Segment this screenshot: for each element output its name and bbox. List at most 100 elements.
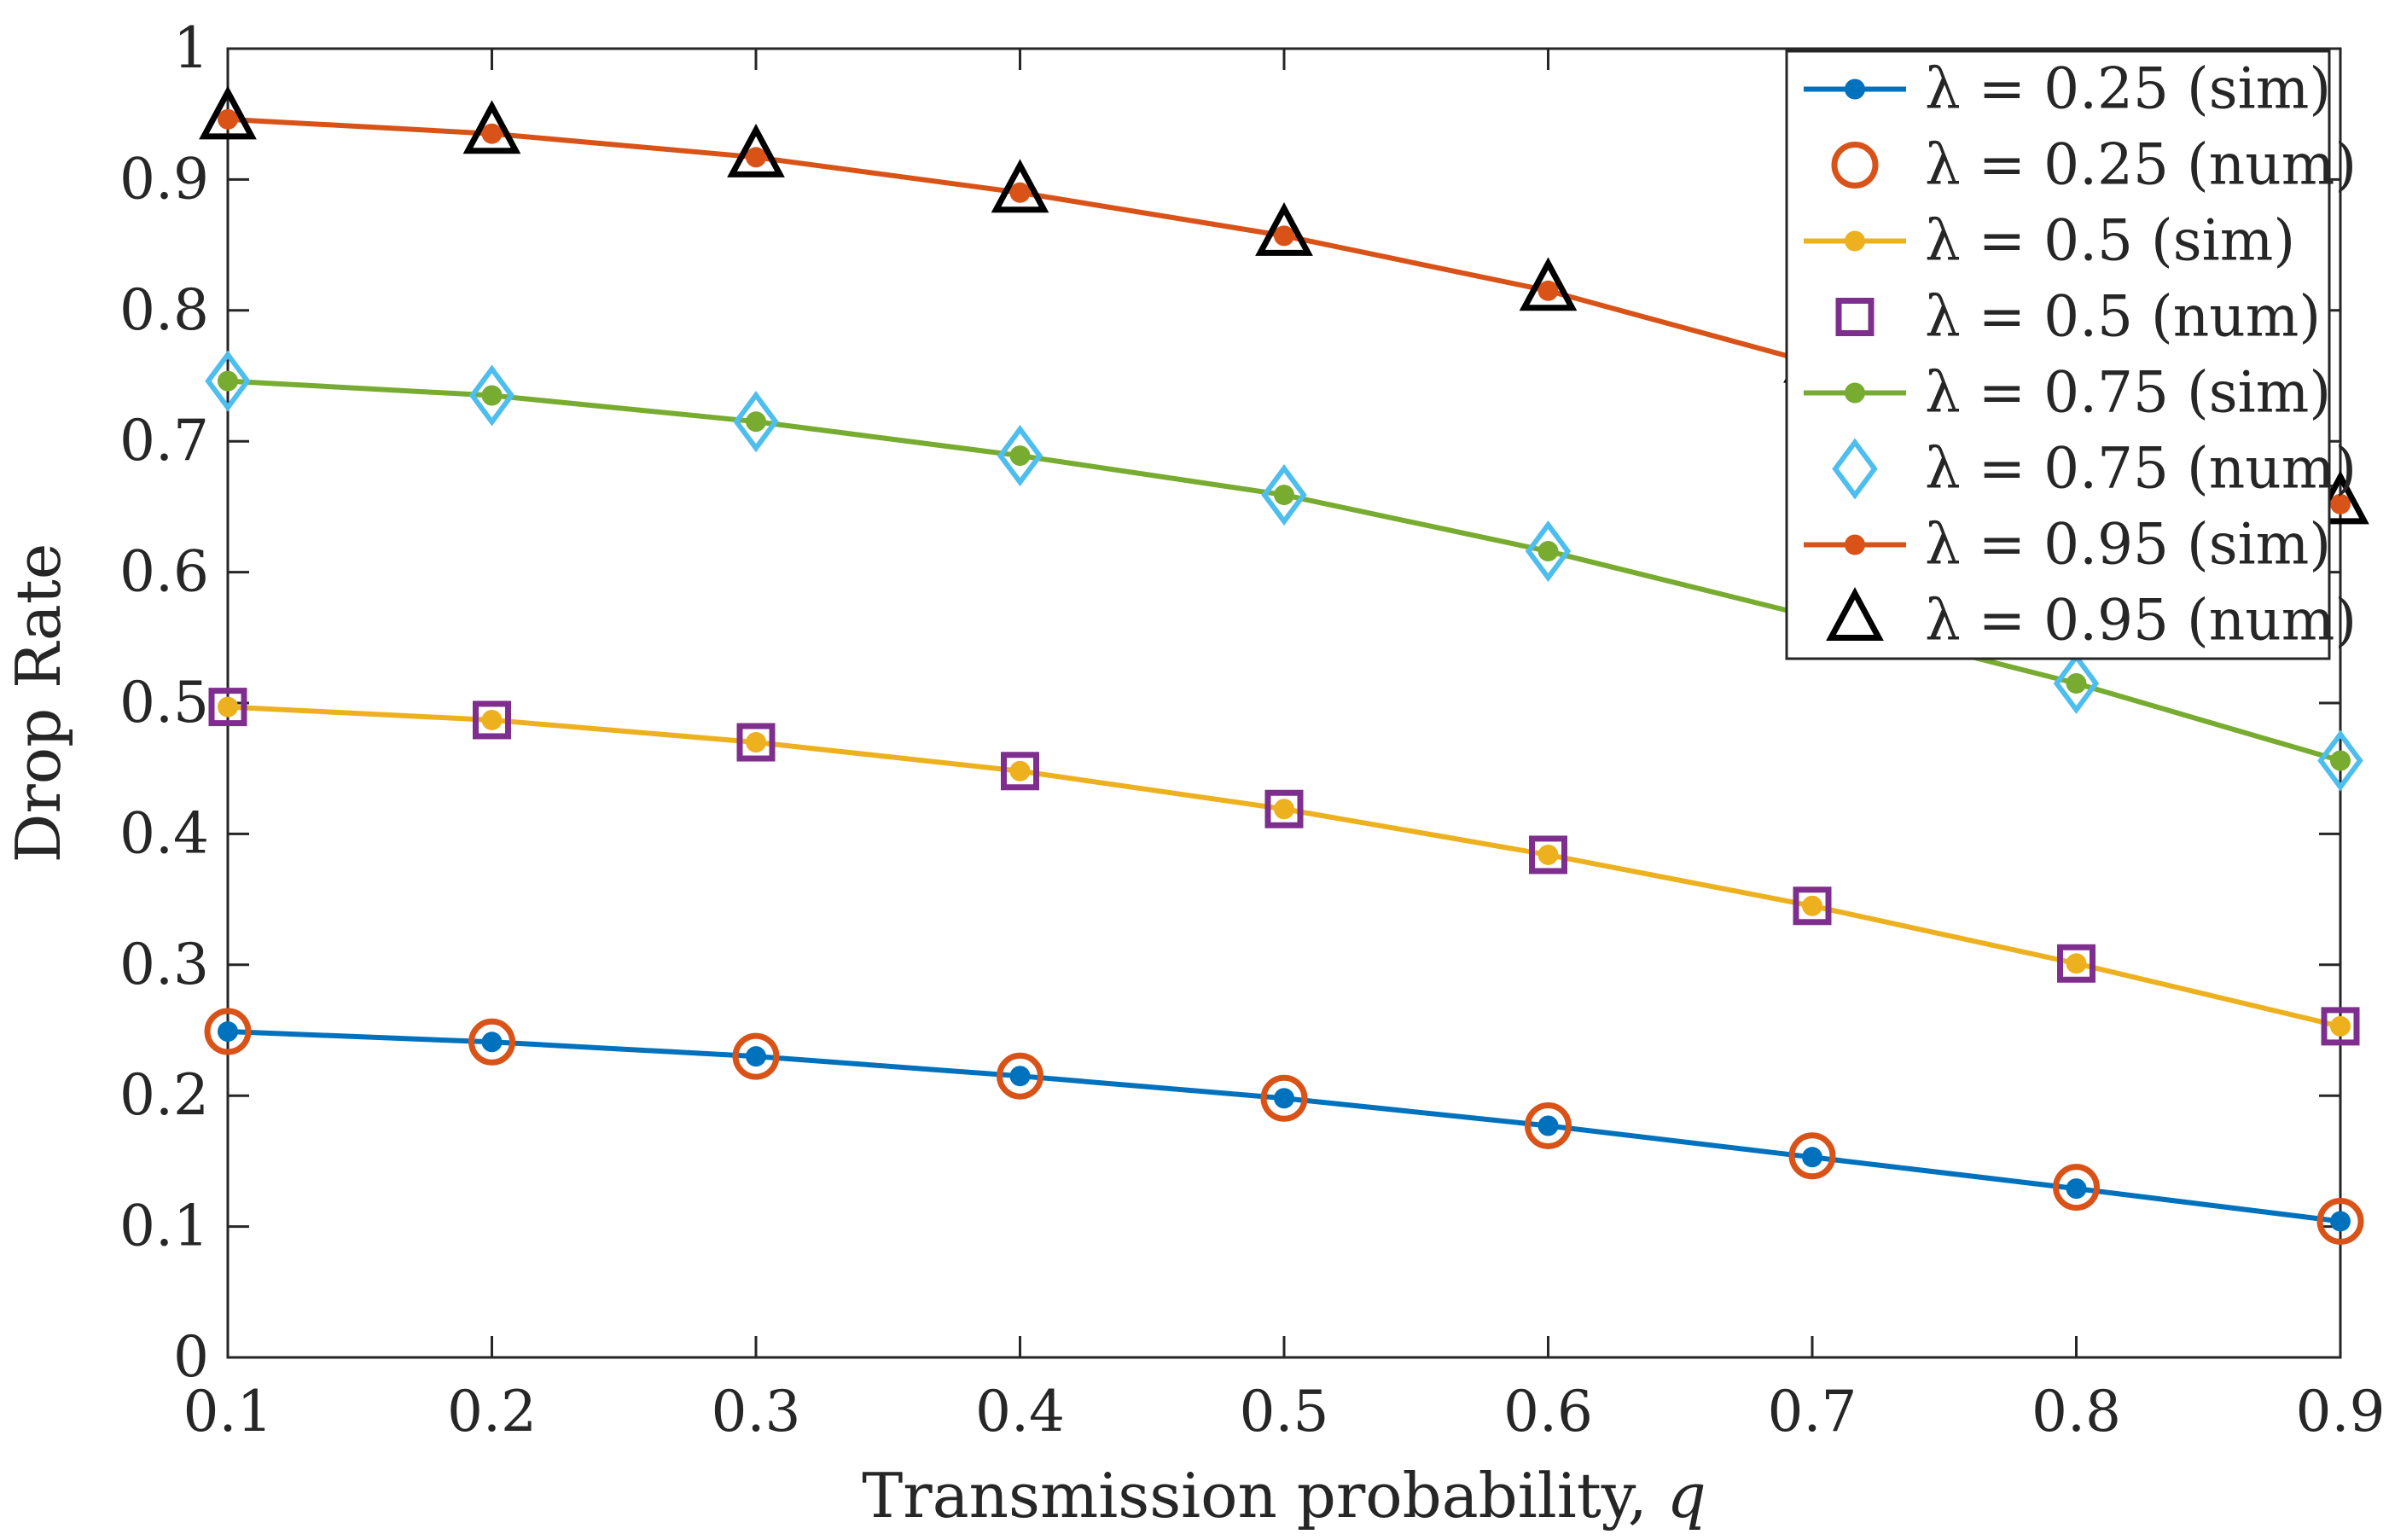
y-tick-label: 1 <box>173 15 209 81</box>
legend-label: λ = 0.5 (sim) <box>1925 208 2295 274</box>
series-layer <box>199 85 2369 1245</box>
data-point <box>1537 1115 1559 1136</box>
data-marker <box>997 425 1043 487</box>
y-tick-label: 0.9 <box>119 146 209 212</box>
data-marker <box>733 391 779 453</box>
data-point <box>2330 750 2351 771</box>
legend-dot <box>1845 382 1865 404</box>
x-tick-label: 0.5 <box>1240 1379 1329 1444</box>
data-point <box>746 732 766 753</box>
data-point <box>746 147 766 168</box>
legend-marker <box>1826 587 1884 641</box>
data-point <box>1009 445 1031 467</box>
axis-ticks: 0.1 0.2 0.3 0.4 0.5 0.6 0.7 0.8 0.900.10.20.30.4… <box>119 15 2385 1444</box>
data-point <box>1802 895 1822 916</box>
y-tick-label: 0.1 <box>119 1194 209 1259</box>
data-marker <box>1001 752 1039 791</box>
y-tick-label: 0.2 <box>119 1062 209 1128</box>
x-tick-label: 0.8 <box>2032 1379 2121 1444</box>
x-tick-label: 0.1 <box>183 1379 273 1444</box>
legend-label: λ = 0.75 (sim) <box>1925 360 2331 426</box>
x-tick-label: 0.4 <box>975 1379 1065 1444</box>
y-tick-label: 0.4 <box>119 800 209 866</box>
data-marker <box>2316 1197 2364 1245</box>
data-point <box>2066 672 2087 694</box>
data-point <box>1537 541 1559 562</box>
data-point <box>1537 844 1559 865</box>
legend: λ = 0.25 (sim) λ = 0.25 (num) λ = 0.5 (sim… <box>1785 49 2357 660</box>
legend-label: λ = 0.75 (num) <box>1925 436 2357 502</box>
data-point <box>1009 1066 1031 1087</box>
data-marker <box>1260 1074 1308 1122</box>
data-point <box>1274 485 1294 506</box>
data-marker <box>1264 789 1304 828</box>
data-point <box>1274 225 1294 247</box>
data-point <box>1537 280 1559 301</box>
data-point <box>1274 799 1294 820</box>
data-point <box>218 108 238 130</box>
x-tick-label: 0.7 <box>1768 1379 1857 1444</box>
data-point <box>2330 493 2351 514</box>
data-point <box>2330 1015 2351 1037</box>
legend-dot <box>1845 230 1865 252</box>
legend-marker <box>1831 142 1879 189</box>
data-marker <box>204 1008 252 1055</box>
data-point <box>1802 1147 1822 1168</box>
legend-box <box>1785 49 2331 660</box>
data-point <box>481 123 503 144</box>
data-point <box>481 709 503 730</box>
data-marker <box>468 364 515 427</box>
series-lambda-025-sim <box>218 1021 2351 1232</box>
legend-label: λ = 0.25 (num) <box>1925 132 2357 198</box>
series-lambda-075-sim <box>218 370 2351 771</box>
y-tick-label: 0.8 <box>119 277 209 343</box>
x-axis-label-variable: q <box>1667 1460 1706 1531</box>
legend-entry: λ = 0.75 (sim) <box>1804 360 2331 426</box>
data-marker <box>727 123 785 177</box>
data-point <box>218 370 238 392</box>
y-tick-label: 0.7 <box>119 408 209 474</box>
data-marker <box>736 723 776 762</box>
data-marker <box>2321 1007 2360 1046</box>
x-tick-label: 0.2 <box>447 1379 537 1444</box>
y-axis-label: Drop Rate <box>3 543 74 863</box>
data-marker <box>1519 257 1578 311</box>
legend-marker <box>1832 438 1878 500</box>
legend-marker <box>1835 298 1875 336</box>
data-marker <box>1525 1101 1572 1149</box>
data-point <box>2330 1211 2351 1232</box>
legend-label: λ = 0.5 (num) <box>1925 284 2321 350</box>
data-point <box>746 1046 766 1067</box>
legend-entry: λ = 0.25 (num) <box>1831 132 2357 198</box>
data-marker <box>1525 520 1572 583</box>
legend-entry: λ = 0.25 (sim) <box>1804 56 2331 122</box>
series-lambda-05-sim <box>218 696 2351 1037</box>
y-tick-label: 0 <box>173 1324 209 1390</box>
legend-entry: λ = 0.95 (num) <box>1826 587 2357 654</box>
data-marker <box>2317 729 2363 792</box>
data-marker <box>991 159 1049 213</box>
data-marker <box>2057 944 2095 983</box>
x-tick-label: 0.6 <box>1503 1379 1593 1444</box>
legend-entry: λ = 0.75 (num) <box>1832 436 2357 502</box>
data-point <box>1274 1088 1294 1109</box>
data-marker <box>468 1018 515 1066</box>
series-lambda-025-num-markers <box>204 1008 2364 1245</box>
data-marker <box>462 100 521 154</box>
y-tick-label: 0.6 <box>119 539 209 605</box>
data-point <box>1009 182 1031 203</box>
data-point <box>746 411 766 433</box>
data-marker <box>2053 1164 2100 1212</box>
data-point <box>1009 760 1031 782</box>
y-tick-label: 0.3 <box>119 932 209 997</box>
x-axis-label: Transmission probability, q <box>862 1460 1706 1531</box>
legend-entry: λ = 0.95 (sim) <box>1804 512 2331 578</box>
legend-dot <box>1845 78 1865 100</box>
legend-label: λ = 0.95 (num) <box>1925 588 2357 654</box>
data-point <box>2066 953 2087 974</box>
data-point <box>218 696 238 718</box>
data-point <box>2066 1178 2087 1200</box>
y-tick-label: 0.5 <box>119 670 209 735</box>
x-tick-label: 0.3 <box>712 1379 801 1444</box>
